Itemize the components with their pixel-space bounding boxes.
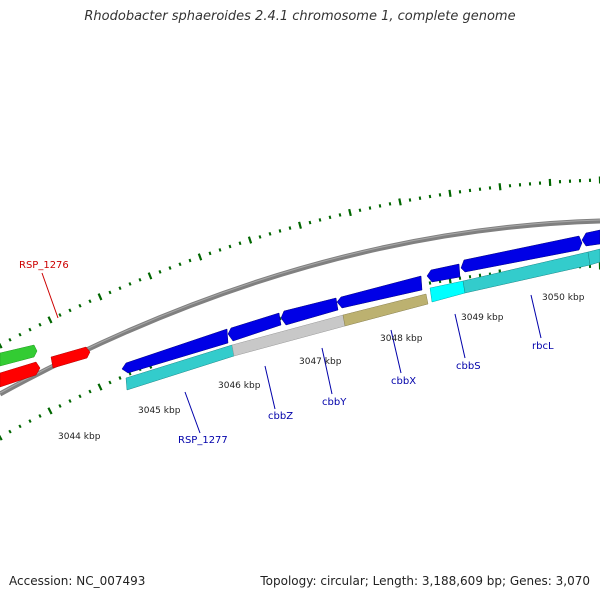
minor-tick <box>438 193 442 197</box>
kbp-label: 3047 kbp <box>299 357 342 367</box>
minor-tick <box>428 281 432 285</box>
gene-cbbz-top-arrow[interactable] <box>227 312 282 342</box>
gene-label-rsp-1276: RSP_1276 <box>19 260 69 271</box>
gene-next-top-arrow[interactable] <box>581 229 600 247</box>
minor-tick <box>28 419 32 423</box>
major-tick <box>47 316 53 324</box>
minor-tick <box>18 424 22 429</box>
kbp-label: 3049 kbp <box>461 313 504 323</box>
minor-tick <box>188 258 192 263</box>
major-tick <box>97 293 103 301</box>
gene-green-arrow[interactable] <box>0 344 38 367</box>
minor-tick <box>318 218 322 222</box>
kbp-label: 3046 kbp <box>218 381 261 391</box>
major-tick <box>247 236 253 244</box>
gene-rbcl-top-arrow[interactable] <box>460 235 583 273</box>
minor-tick <box>358 208 362 213</box>
minor-tick <box>278 229 282 233</box>
minor-tick <box>128 282 132 286</box>
minor-tick <box>68 399 72 403</box>
gene-cbbx-top-arrow[interactable] <box>336 275 423 309</box>
minor-tick <box>18 332 22 337</box>
genome-summary-text: Topology: circular; Length: 3,188,609 bp… <box>260 574 590 588</box>
gene-label-rsp-1277: RSP_1277 <box>178 435 228 446</box>
accession-text: Accession: NC_007493 <box>9 574 146 588</box>
major-tick <box>0 342 3 349</box>
kbp-label: 3044 kbp <box>58 432 101 442</box>
gene-leader-lines <box>41 272 542 434</box>
major-tick <box>147 272 153 280</box>
minor-tick <box>418 196 422 200</box>
minor-tick <box>158 270 162 274</box>
minor-tick <box>308 220 312 225</box>
tick-row-lower <box>0 262 600 441</box>
scale-labels: 3044 kbp 3045 kbp 3046 kbp 3047 kbp 3048… <box>58 293 585 442</box>
gene-labels: RSP_1276 RSP_1277 cbbZ cbbY cbbX cbbS rb… <box>19 260 554 446</box>
tick-row-upper <box>0 176 600 349</box>
minor-tick <box>168 266 172 270</box>
gene-cbby-top-arrow[interactable] <box>280 297 339 326</box>
minor-tick <box>258 235 262 239</box>
minor-tick <box>428 194 432 199</box>
major-tick <box>0 434 3 441</box>
major-tick <box>47 407 53 415</box>
minor-tick <box>328 215 332 220</box>
gene-next-bar[interactable] <box>587 248 600 266</box>
minor-tick <box>138 278 142 282</box>
minor-tick <box>38 414 42 418</box>
minor-tick <box>78 303 82 308</box>
gene-label-cbby: cbbY <box>322 397 347 408</box>
minor-tick <box>108 380 112 385</box>
minor-tick <box>178 262 182 267</box>
gene-label-rbcl: rbcL <box>532 341 554 352</box>
gene-label-cbbz: cbbZ <box>268 411 293 422</box>
minor-tick <box>208 251 212 256</box>
minor-tick <box>218 248 222 252</box>
minor-tick <box>68 308 72 313</box>
minor-tick <box>58 313 62 317</box>
major-tick <box>448 189 452 197</box>
major-tick <box>298 221 302 229</box>
major-tick <box>348 208 352 217</box>
gene-label-cbbx: cbbX <box>391 376 416 387</box>
minor-tick <box>58 404 62 408</box>
minor-tick <box>8 337 12 342</box>
backbone-highlight <box>0 219 600 394</box>
major-tick <box>197 253 203 261</box>
map-title: Rhodobacter sphaeroides 2.4.1 chromosome… <box>84 9 516 24</box>
minor-tick <box>88 389 92 394</box>
minor-tick <box>288 226 292 230</box>
minor-tick <box>388 202 392 206</box>
minor-tick <box>408 198 412 202</box>
minor-tick <box>118 376 122 380</box>
major-tick <box>97 383 103 391</box>
major-tick <box>398 198 402 206</box>
minor-tick <box>88 299 92 304</box>
minor-tick <box>228 244 232 249</box>
minor-tick <box>8 429 12 434</box>
minor-tick <box>78 394 82 399</box>
gene-cbbs-bar[interactable] <box>429 280 466 303</box>
kbp-label: 3045 kbp <box>138 406 181 416</box>
gene-cbbs-top-arrow[interactable] <box>426 263 461 283</box>
minor-tick <box>28 327 32 332</box>
minor-tick <box>118 286 122 290</box>
minor-tick <box>38 322 42 327</box>
kbp-label: 3050 kbp <box>542 293 585 303</box>
major-tick <box>498 183 502 191</box>
minor-tick <box>368 206 372 210</box>
gene-label-cbbs: cbbS <box>456 361 481 372</box>
gene-red-lower-arrow[interactable] <box>0 361 41 388</box>
minor-tick <box>378 204 382 208</box>
gene-rsp-1277-top-arrow[interactable] <box>121 328 229 374</box>
kbp-label: 3048 kbp <box>380 334 423 344</box>
minor-tick <box>268 231 272 236</box>
gene-cbbx-bar[interactable] <box>342 293 429 327</box>
minor-tick <box>338 213 342 217</box>
minor-tick <box>238 241 242 246</box>
minor-tick <box>108 290 112 295</box>
gene-rsp-1276-arrow[interactable] <box>50 346 91 369</box>
